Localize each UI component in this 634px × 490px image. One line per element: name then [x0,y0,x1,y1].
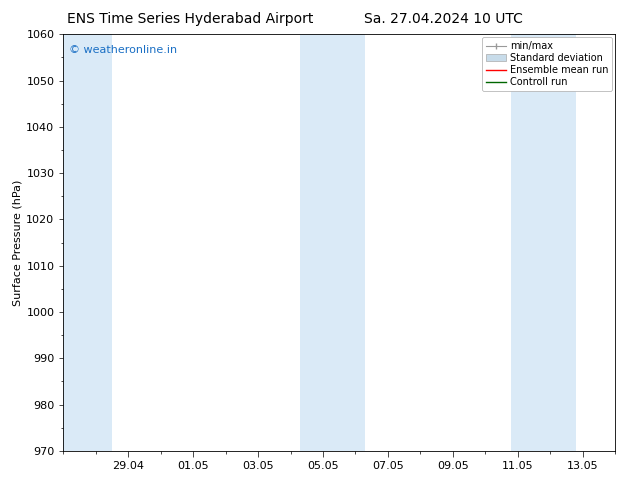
Bar [63,34,112,451]
Bar [301,34,365,451]
Y-axis label: Surface Pressure (hPa): Surface Pressure (hPa) [12,179,22,306]
Text: ENS Time Series Hyderabad Airport: ENS Time Series Hyderabad Airport [67,12,313,26]
Text: Sa. 27.04.2024 10 UTC: Sa. 27.04.2024 10 UTC [365,12,523,26]
Bar [511,34,576,451]
Legend: min/max, Standard deviation, Ensemble mean run, Controll run: min/max, Standard deviation, Ensemble me… [482,37,612,91]
Text: © weatheronline.in: © weatheronline.in [69,45,177,55]
